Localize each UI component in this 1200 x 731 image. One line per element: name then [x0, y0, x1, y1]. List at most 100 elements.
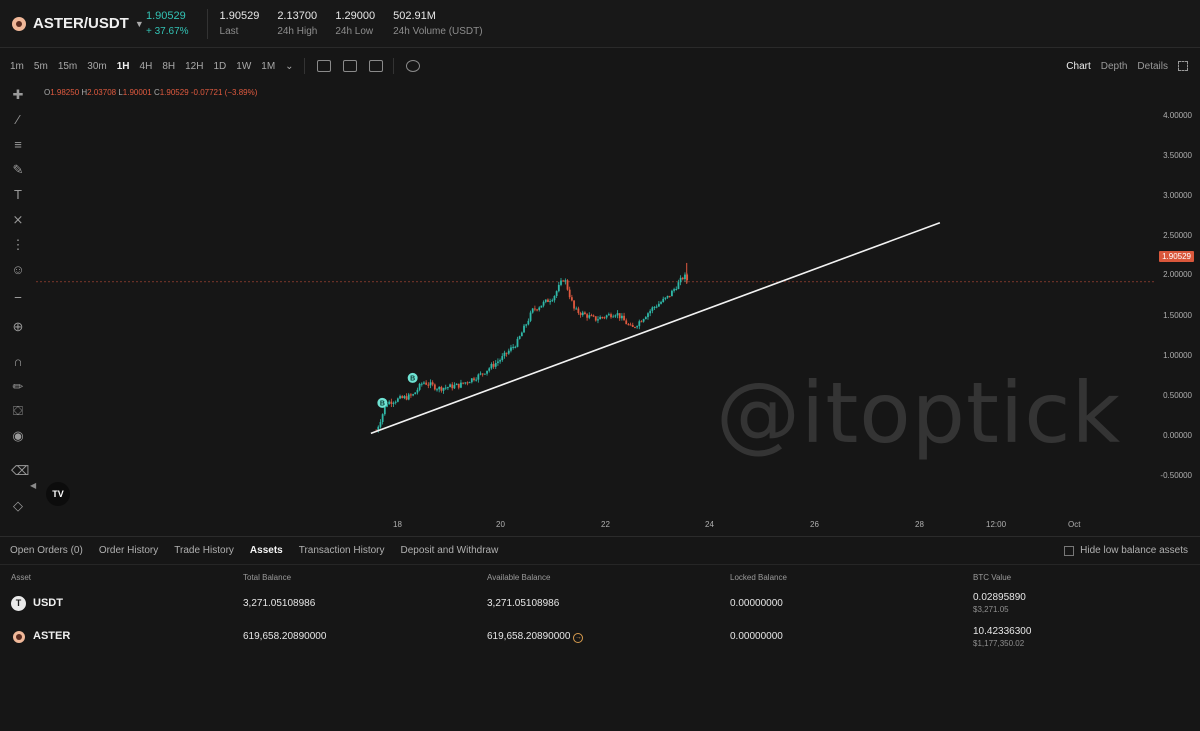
tab-open-orders[interactable]: Open Orders (0): [10, 545, 83, 556]
candle-body: [651, 307, 654, 311]
fib-lines-icon[interactable]: ≡: [14, 137, 22, 152]
arrow-right-circle-icon[interactable]: →: [573, 633, 584, 643]
pair-selector[interactable]: ASTER/USDT ▼: [0, 0, 146, 47]
tab-trade-history[interactable]: Trade History: [174, 545, 234, 556]
fullscreen-icon[interactable]: [1178, 61, 1188, 71]
price-axis[interactable]: 4.00000 3.50000 3.00000 2.50000 2.00000 …: [1156, 84, 1200, 504]
candle-body: [431, 382, 434, 385]
tab-deposit-withdraw[interactable]: Deposit and Withdraw: [400, 545, 499, 556]
crosshair-icon[interactable]: ✚: [12, 87, 24, 102]
candle-body: [577, 308, 580, 313]
magnet-icon[interactable]: ∩: [13, 354, 23, 369]
ruler-icon[interactable]: ⎯: [14, 289, 22, 304]
tf-5m[interactable]: 5m: [33, 60, 48, 72]
tf-4h[interactable]: 4H: [139, 60, 153, 72]
low-stat: 1.29000 24h Low: [335, 0, 375, 47]
tf-1w[interactable]: 1W: [236, 60, 252, 72]
candle-body: [653, 306, 656, 308]
candle-body: [538, 307, 541, 310]
tab-transaction-history[interactable]: Transaction History: [298, 545, 385, 556]
time-tick: 20: [496, 520, 505, 529]
trash-icon[interactable]: ⌫: [11, 463, 30, 478]
brush-icon[interactable]: ✎: [12, 162, 24, 177]
eye-icon[interactable]: ◉: [12, 428, 24, 443]
high-stat: 2.13700 24h High: [277, 0, 317, 47]
price-tick: 1.00000: [1163, 351, 1192, 360]
tradingview-logo[interactable]: TV: [46, 482, 70, 506]
collapse-toolbar-icon[interactable]: ◀: [30, 481, 37, 490]
candle-body: [427, 384, 430, 386]
tf-30m[interactable]: 30m: [87, 60, 107, 72]
tf-15m[interactable]: 15m: [57, 60, 78, 72]
current-price: 1.90529: [146, 10, 186, 22]
zoom-in-icon[interactable]: ⊕: [12, 319, 24, 334]
list-settings-icon[interactable]: [368, 60, 383, 72]
candle-body: [671, 290, 673, 297]
trendline-tool-icon[interactable]: ⁄: [16, 112, 20, 127]
tf-1m[interactable]: 1m: [10, 60, 24, 72]
asset-name: ASTER: [33, 630, 71, 642]
candle-body: [481, 373, 484, 375]
gear-icon[interactable]: [405, 60, 420, 72]
pattern-icon[interactable]: ⨯: [12, 212, 24, 227]
tab-order-history[interactable]: Order History: [98, 545, 159, 556]
tf-1d[interactable]: 1D: [213, 60, 227, 72]
candle-body: [449, 384, 451, 388]
candle-body: [473, 378, 475, 381]
watermark: @itoptick: [716, 364, 1122, 462]
tf-1M[interactable]: 1M: [261, 60, 276, 72]
tab-details[interactable]: Details: [1137, 60, 1168, 72]
hide-low-balance-toggle[interactable]: Hide low balance assets: [1064, 545, 1188, 556]
candlestick-svg[interactable]: BB: [36, 84, 1200, 530]
candle-body: [594, 316, 597, 321]
time-tick: 24: [705, 520, 714, 529]
candle-body: [392, 402, 395, 404]
usdt-coin-icon: T: [11, 596, 26, 611]
candle-body: [423, 382, 425, 384]
tab-assets[interactable]: Assets: [249, 545, 283, 556]
pencil-lock-icon[interactable]: ✏: [12, 379, 24, 394]
text-tool-icon[interactable]: T: [14, 187, 22, 202]
low-value: 1.90001: [122, 88, 152, 97]
candle-body: [620, 315, 623, 319]
candle-body: [399, 396, 401, 399]
candle-body: [625, 320, 628, 325]
layers-icon[interactable]: ◇: [13, 498, 23, 513]
candle-body: [407, 394, 410, 400]
hide-low-checkbox[interactable]: [1064, 545, 1075, 556]
candle-body: [514, 346, 517, 348]
candle-body: [649, 310, 652, 314]
chevron-down-icon[interactable]: ▼: [134, 18, 144, 29]
candle-body: [512, 346, 515, 348]
lock-icon[interactable]: ⛋: [13, 403, 23, 418]
candle-body: [525, 324, 528, 326]
prediction-icon[interactable]: ⋮: [11, 237, 25, 252]
candle-body: [520, 332, 523, 337]
low-label: 24h Low: [335, 26, 374, 37]
candle-body: [610, 314, 612, 318]
candle-body: [377, 426, 380, 432]
indicators-icon[interactable]: [316, 60, 331, 72]
tab-chart[interactable]: Chart: [1066, 60, 1091, 72]
tf-1h[interactable]: 1H: [116, 60, 130, 72]
candle-type-icon[interactable]: [342, 60, 357, 72]
candle-body: [662, 298, 665, 303]
ohlc-readout: O1.98250 H2.03708 L1.90001 C1.90529 -0.0…: [44, 88, 257, 97]
price-tick: 2.50000: [1163, 231, 1192, 240]
chevron-down-icon[interactable]: ⌄: [285, 60, 294, 72]
high-value: 2.03708: [87, 88, 117, 97]
price-change: + 37.67%: [146, 26, 189, 37]
candle-body: [516, 338, 519, 347]
low-value: 1.29000: [335, 10, 376, 22]
tf-12h[interactable]: 12H: [185, 60, 204, 72]
c-label: C: [153, 88, 160, 97]
candle-body: [660, 302, 662, 304]
tab-depth[interactable]: Depth: [1100, 60, 1128, 72]
candle-body: [568, 289, 571, 298]
candle-body: [607, 314, 610, 316]
candle-body: [403, 396, 406, 399]
candle-body: [618, 313, 621, 319]
tf-8h[interactable]: 8H: [162, 60, 176, 72]
emoji-icon[interactable]: ☺: [11, 262, 25, 277]
